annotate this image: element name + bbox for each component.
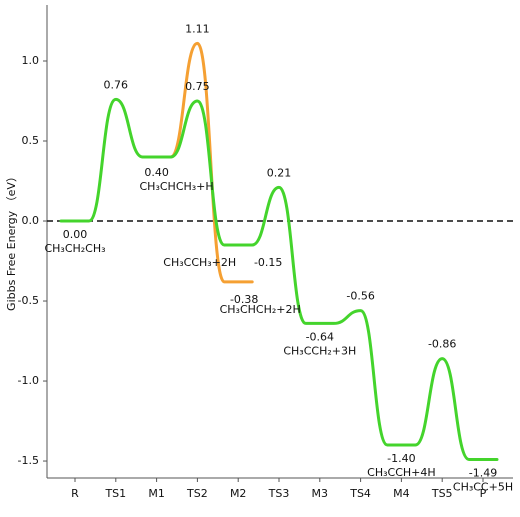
energy-curve	[141, 41, 254, 284]
x-tick-label: R	[71, 487, 79, 500]
value-label: 0.00	[63, 228, 88, 241]
x-tick-label: TS3	[268, 487, 290, 500]
y-tick-label: 0.0	[22, 214, 40, 227]
value-label: -0.64	[306, 330, 334, 343]
value-label: -0.38	[230, 293, 258, 306]
x-tick-label: TS2	[186, 487, 208, 500]
value-label: 0.75	[185, 80, 210, 93]
value-label: -0.15	[254, 256, 282, 269]
x-tick-label: TS5	[431, 487, 453, 500]
state-label: CH₃CHCH₃+H	[140, 180, 214, 193]
x-tick-label: M2	[230, 487, 247, 500]
x-tick-label: TS1	[104, 487, 126, 500]
value-label: 1.11	[185, 22, 210, 35]
x-tick-label: M4	[393, 487, 410, 500]
value-label: -1.49	[469, 466, 497, 479]
y-tick-label: 0.5	[22, 134, 40, 147]
y-tick-label: -1.5	[18, 454, 39, 467]
value-label: 0.21	[267, 166, 292, 179]
state-label: CH₃CC+5H	[453, 480, 513, 493]
value-label: 0.40	[144, 166, 169, 179]
x-tick-label: M3	[312, 487, 329, 500]
x-tick-label: P	[480, 487, 487, 500]
x-tick-label: TS4	[349, 487, 371, 500]
y-tick-label: -1.0	[18, 374, 39, 387]
state-label: CH₃CCH₂+3H	[283, 344, 356, 357]
state-label: CH₃CH₂CH₃	[44, 242, 105, 255]
value-label: -0.86	[428, 338, 456, 351]
x-tick-label: M1	[148, 487, 165, 500]
state-label: CH₃CCH₃+2H	[163, 256, 236, 269]
value-label: -1.40	[387, 452, 415, 465]
value-label: 0.76	[104, 78, 129, 91]
y-tick-label: -0.5	[18, 294, 39, 307]
state-label: CH₃CHCH₂+2H	[220, 303, 301, 316]
value-label: -0.56	[346, 290, 374, 303]
energy-curve	[59, 97, 499, 461]
state-label: CH₃CCH+4H	[367, 466, 435, 479]
y-tick-label: 1.0	[22, 54, 40, 67]
y-axis-label: Gibbs Free Energy （eV）	[5, 171, 18, 311]
